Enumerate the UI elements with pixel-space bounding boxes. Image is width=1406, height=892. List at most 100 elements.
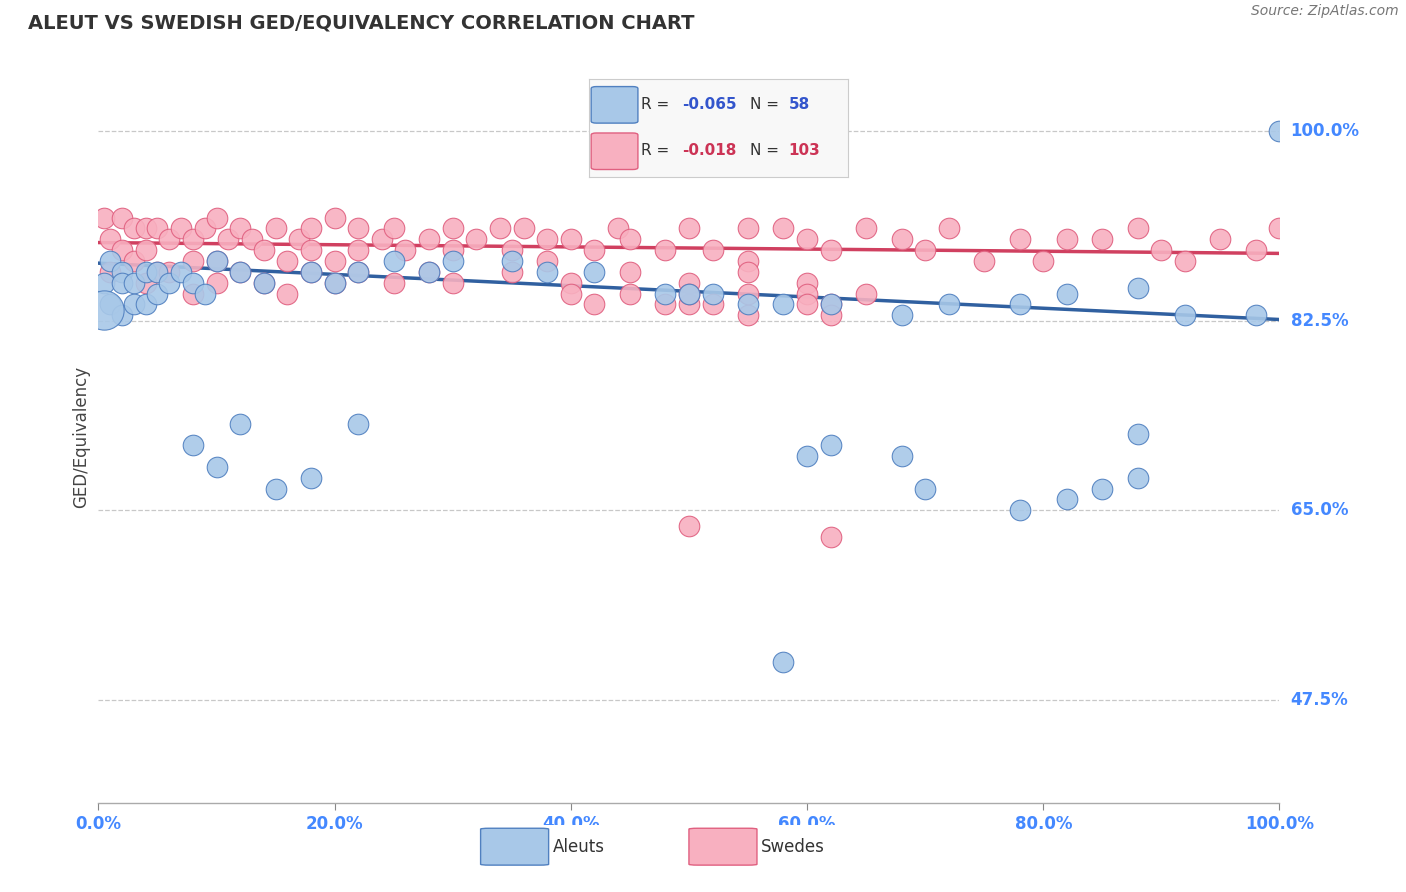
Point xyxy=(93,302,115,317)
Point xyxy=(229,417,252,431)
Point xyxy=(737,286,759,301)
Point xyxy=(382,254,405,268)
Point xyxy=(170,221,193,235)
Point xyxy=(737,265,759,279)
Point xyxy=(583,265,606,279)
Point xyxy=(194,286,217,301)
Point xyxy=(347,221,370,235)
Point xyxy=(855,286,877,301)
Point xyxy=(619,265,641,279)
Point xyxy=(772,297,794,311)
Point xyxy=(1008,503,1031,517)
Point xyxy=(1126,471,1149,485)
Point xyxy=(678,221,700,235)
Point xyxy=(737,254,759,268)
Point xyxy=(678,297,700,311)
Text: Source: ZipAtlas.com: Source: ZipAtlas.com xyxy=(1251,4,1399,19)
Point xyxy=(441,221,464,235)
Point xyxy=(122,276,145,290)
Point xyxy=(512,221,534,235)
Point xyxy=(205,276,228,290)
Text: 47.5%: 47.5% xyxy=(1291,691,1348,709)
Point xyxy=(299,265,322,279)
Point xyxy=(157,276,180,290)
Point xyxy=(619,286,641,301)
Point xyxy=(323,211,346,225)
Point xyxy=(157,265,180,279)
Point xyxy=(323,254,346,268)
Point xyxy=(890,232,912,246)
Point xyxy=(820,530,842,544)
Point xyxy=(135,221,157,235)
Point xyxy=(796,286,818,301)
Point xyxy=(820,297,842,311)
Point xyxy=(441,243,464,257)
Point xyxy=(229,265,252,279)
Point xyxy=(299,221,322,235)
Point xyxy=(737,297,759,311)
Point xyxy=(205,211,228,225)
Point xyxy=(1174,254,1197,268)
Point xyxy=(441,254,464,268)
Point xyxy=(93,211,115,225)
Point xyxy=(702,297,724,311)
Point xyxy=(146,265,169,279)
Point xyxy=(170,265,193,279)
Point xyxy=(772,655,794,669)
Point xyxy=(111,276,134,290)
Point xyxy=(1091,482,1114,496)
Point xyxy=(772,221,794,235)
Point xyxy=(536,254,558,268)
Point xyxy=(678,276,700,290)
Point xyxy=(111,265,134,279)
Point xyxy=(276,254,298,268)
Point xyxy=(253,276,276,290)
Point xyxy=(1126,221,1149,235)
Point xyxy=(347,417,370,431)
Point xyxy=(382,276,405,290)
Point xyxy=(1032,254,1054,268)
Point xyxy=(111,308,134,322)
Point xyxy=(382,221,405,235)
Point xyxy=(98,265,121,279)
Point xyxy=(371,232,394,246)
Point xyxy=(229,265,252,279)
Point xyxy=(501,265,523,279)
Point xyxy=(181,438,204,452)
Y-axis label: GED/Equivalency: GED/Equivalency xyxy=(72,366,90,508)
Point xyxy=(796,276,818,290)
Point xyxy=(418,232,440,246)
Point xyxy=(1268,221,1291,235)
Point xyxy=(737,221,759,235)
Point xyxy=(465,232,488,246)
Point xyxy=(560,232,582,246)
Point xyxy=(347,265,370,279)
Point xyxy=(157,232,180,246)
Point xyxy=(536,265,558,279)
Point xyxy=(678,286,700,301)
Point xyxy=(583,297,606,311)
Point xyxy=(122,221,145,235)
Point xyxy=(323,276,346,290)
Point xyxy=(820,243,842,257)
Point xyxy=(702,243,724,257)
Point xyxy=(276,286,298,301)
Point xyxy=(93,276,115,290)
Point xyxy=(820,297,842,311)
Point xyxy=(1150,243,1173,257)
Point xyxy=(135,297,157,311)
Point xyxy=(205,254,228,268)
Point xyxy=(560,286,582,301)
Point xyxy=(536,232,558,246)
Point xyxy=(217,232,239,246)
Point xyxy=(347,243,370,257)
Point xyxy=(229,221,252,235)
Point xyxy=(820,438,842,452)
Point xyxy=(914,482,936,496)
Point xyxy=(253,276,276,290)
Point xyxy=(737,308,759,322)
Point xyxy=(1126,427,1149,442)
Point xyxy=(111,243,134,257)
Point xyxy=(820,308,842,322)
Point xyxy=(678,286,700,301)
